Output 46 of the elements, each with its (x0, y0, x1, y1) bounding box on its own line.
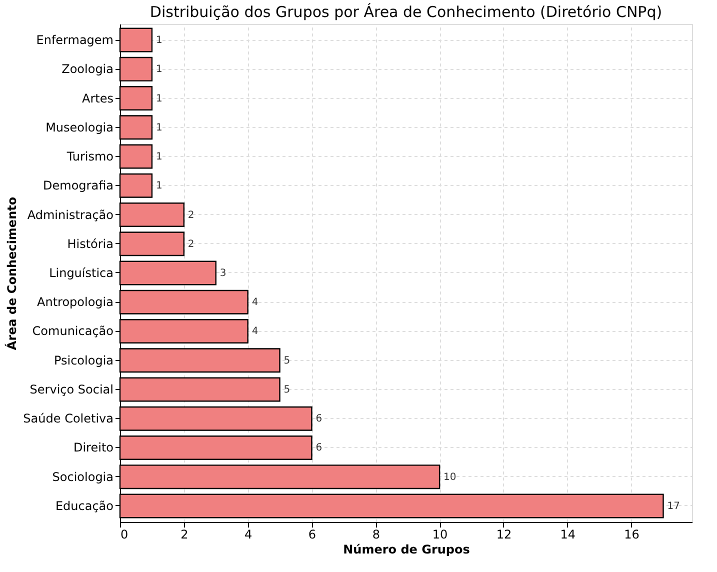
y-tick-label: Linguística (49, 266, 114, 280)
y-tick-label: Turismo (66, 150, 114, 164)
data-label: 2 (188, 238, 194, 250)
y-tick-label: Psicologia (54, 353, 114, 368)
chart-title: Distribuição dos Grupos por Área de Conhecimento (Diretório CNPq) (150, 3, 662, 21)
data-label: 10 (444, 472, 456, 483)
x-tick-label: 2 (180, 528, 188, 542)
y-tick-label: Comunicação (32, 324, 114, 338)
data-label: 4 (252, 326, 258, 338)
x-tick-label: 4 (244, 528, 252, 542)
data-label: 6 (316, 414, 322, 425)
x-tick-label: 14 (560, 528, 576, 542)
data-label: 6 (316, 442, 322, 454)
data-label: 5 (284, 384, 290, 396)
data-label: 1 (156, 180, 162, 192)
data-label: 1 (156, 35, 162, 46)
y-tick-label: Demografia (43, 178, 114, 193)
x-tick-label: 10 (432, 528, 448, 542)
x-tick-label: 6 (308, 528, 316, 542)
y-tick-label: Artes (82, 91, 114, 106)
y-tick-label: Administração (27, 208, 114, 222)
data-label: 3 (220, 268, 226, 279)
data-label: 1 (156, 122, 162, 134)
data-label: 4 (252, 297, 258, 308)
y-tick-label: Direito (73, 440, 114, 455)
x-tick-label: 12 (496, 528, 512, 542)
x-tick-label: 0 (120, 528, 128, 542)
x-axis-title: Número de Grupos (343, 542, 470, 556)
x-tick-label: 8 (372, 528, 380, 542)
y-tick-label: Antropologia (37, 295, 114, 310)
data-label: 1 (156, 93, 162, 104)
data-label: 17 (667, 500, 680, 512)
y-tick-label: Sociologia (52, 470, 114, 484)
y-axis-title: Área de Conhecimento (4, 196, 20, 350)
x-tick-label: 16 (624, 528, 640, 542)
data-label: 2 (188, 210, 194, 221)
y-tick-label: Museologia (46, 120, 114, 134)
y-tick-label: História (67, 236, 114, 251)
y-tick-label: Educação (55, 498, 114, 513)
y-tick-label: Enfermagem (36, 33, 114, 48)
y-tick-label: Serviço Social (30, 382, 114, 396)
data-label: 5 (284, 355, 290, 366)
data-label: 1 (156, 64, 162, 76)
data-label: 1 (156, 152, 162, 163)
y-tick-label: Zoologia (62, 62, 114, 76)
y-tick-label: Saúde Coletiva (23, 412, 114, 426)
